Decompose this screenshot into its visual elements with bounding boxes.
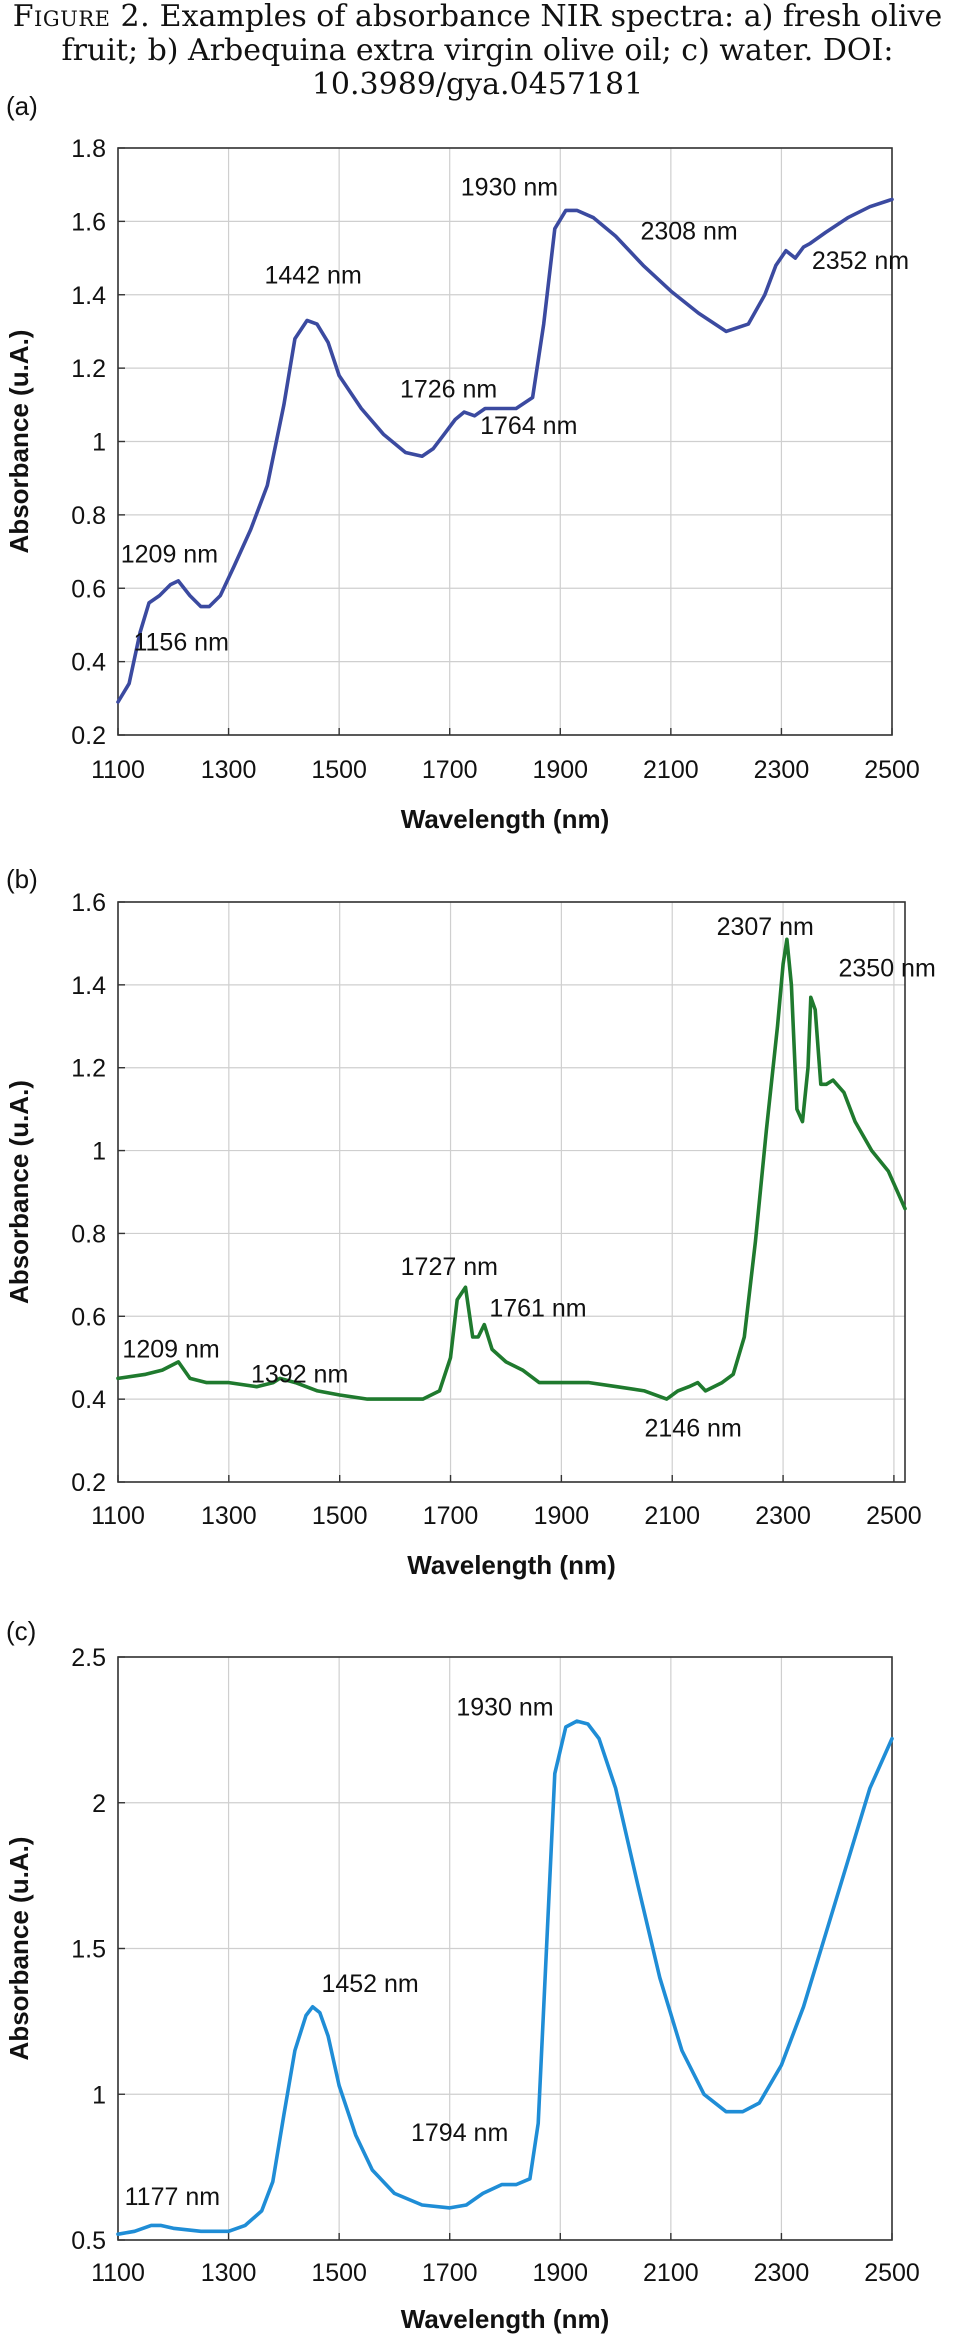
peak-annotation: 1177 nm — [125, 2183, 220, 2211]
caption-doi: DOI: 10.3989/gya.0457181 — [311, 33, 894, 102]
x-tick-label: 2300 — [754, 756, 810, 784]
x-tick-label: 1700 — [422, 2259, 478, 2287]
y-tick-label: 0.5 — [71, 2227, 106, 2255]
peak-annotation: 2350 nm — [838, 955, 935, 983]
peak-annotation: 2307 nm — [717, 913, 814, 941]
peak-annotation: 1930 nm — [461, 174, 558, 202]
x-tick-label: 2300 — [754, 2259, 810, 2287]
y-tick-label: 1 — [92, 1138, 106, 1166]
peak-annotation: 2352 nm — [812, 247, 909, 275]
y-tick-label: 0.6 — [71, 575, 106, 603]
panel-label: (b) — [6, 864, 38, 894]
caption-text: Examples of absorbance NIR spectra: a) f… — [61, 0, 943, 68]
panel-label: (a) — [6, 91, 38, 121]
panel-label: (c) — [6, 1616, 36, 1646]
x-tick-label: 1900 — [532, 756, 588, 784]
x-axis-label: Wavelength (nm) — [407, 1550, 615, 1580]
peak-annotation: 1392 nm — [251, 1361, 348, 1389]
y-tick-label: 1.6 — [71, 208, 106, 236]
x-tick-label: 2100 — [643, 2259, 699, 2287]
y-axis-label: Absorbance (u.A.) — [4, 330, 34, 554]
series-line — [116, 937, 907, 1401]
chart-panel-b: (b) 1100 1300 1500 1700 1900 2100 2300 2500 0.2 0.… — [4, 864, 936, 1580]
chart-panel-c: (c)1100 1300 1500 1700 1900 2100 2300 25000.511… — [4, 1616, 920, 2334]
y-tick-label: 0.4 — [71, 649, 106, 677]
y-tick-label: 2 — [92, 1790, 106, 1818]
x-tick-label: 1100 — [91, 2259, 145, 2287]
y-tick-label: 1.2 — [71, 355, 106, 383]
y-tick-label: 0.8 — [71, 1220, 106, 1248]
y-tick-label: 0.2 — [71, 722, 106, 750]
peak-annotation: 1727 nm — [401, 1253, 498, 1281]
peak-annotation: 1156 nm — [133, 629, 228, 657]
x-tick-label: 1700 — [422, 756, 478, 784]
peak-annotation: 1794 nm — [411, 2119, 508, 2147]
y-tick-label: 0.2 — [71, 1469, 106, 1497]
peak-annotation: 1761 nm — [489, 1294, 586, 1322]
y-axis-label: Absorbance (u.A.) — [4, 1837, 34, 2061]
series-line — [116, 197, 894, 704]
y-tick-label: 1.8 — [71, 135, 106, 163]
y-tick-label: 0.4 — [71, 1386, 106, 1414]
peak-annotation: 1764 nm — [480, 412, 577, 440]
x-tick-label: 1500 — [311, 756, 367, 784]
x-tick-label: 1700 — [423, 1502, 479, 1530]
peak-annotation: 1442 nm — [265, 262, 362, 290]
x-tick-label: 1300 — [201, 2259, 257, 2287]
peak-annotation: 1930 nm — [456, 1693, 553, 1721]
x-axis-label: Wavelength (nm) — [401, 804, 609, 834]
x-tick-label: 1100 — [91, 756, 145, 784]
x-axis-label: Wavelength (nm) — [401, 2304, 609, 2334]
peak-annotation: 1209 nm — [122, 1336, 219, 1364]
y-tick-label: 1 — [92, 2081, 106, 2109]
y-tick-label: 1.4 — [71, 282, 106, 310]
y-tick-label: 1.5 — [71, 1936, 106, 1964]
x-tick-label: 1300 — [201, 756, 257, 784]
y-tick-label: 1.6 — [71, 889, 106, 917]
x-tick-label: 2500 — [864, 2259, 920, 2287]
x-tick-label: 1500 — [312, 1502, 368, 1530]
x-tick-label: 1300 — [201, 1502, 257, 1530]
chart-panel-a: (a) 1100 1300 1500 1700 1900 2100 2300 2500 0.2 0.… — [4, 91, 920, 834]
x-tick-label: 1900 — [534, 1502, 590, 1530]
peak-annotation: 2308 nm — [640, 218, 737, 246]
y-tick-label: 0.6 — [71, 1303, 106, 1331]
y-tick-label: 1.2 — [71, 1055, 106, 1083]
plot-frame — [117, 901, 906, 1483]
y-tick-label: 2.5 — [71, 1644, 106, 1672]
x-tick-label: 2300 — [755, 1502, 811, 1530]
x-tick-label: 2100 — [644, 1502, 700, 1530]
y-axis-label: Absorbance (u.A.) — [4, 1080, 34, 1304]
x-tick-label: 1100 — [91, 1502, 145, 1530]
peak-annotation: 1726 nm — [400, 375, 497, 403]
x-tick-label: 2500 — [864, 756, 920, 784]
figure-caption: Figure 2. Examples of absorbance NIR spe… — [0, 0, 955, 102]
figure-label: Figure 2. — [12, 0, 151, 34]
peak-annotation: 2146 nm — [645, 1414, 742, 1442]
y-tick-label: 1.4 — [71, 972, 106, 1000]
y-tick-label: 1 — [92, 429, 106, 457]
x-tick-label: 2100 — [643, 756, 699, 784]
series-line — [116, 1719, 894, 2236]
x-tick-label: 2500 — [866, 1502, 922, 1530]
x-tick-label: 1900 — [532, 2259, 588, 2287]
peak-annotation: 1452 nm — [321, 1970, 418, 1998]
peak-annotation: 1209 nm — [121, 541, 218, 569]
y-tick-label: 0.8 — [71, 502, 106, 530]
x-tick-label: 1500 — [311, 2259, 367, 2287]
